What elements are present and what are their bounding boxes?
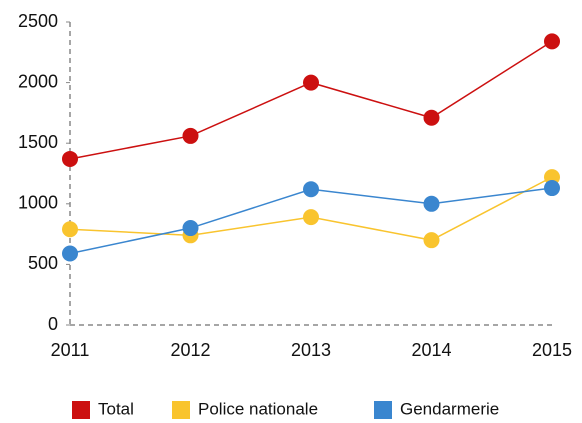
point [544, 33, 560, 50]
y-tick-label: 0 [48, 314, 58, 334]
point [182, 127, 199, 144]
point [544, 180, 560, 197]
y-tick-label: 1000 [18, 193, 58, 213]
point [303, 181, 319, 198]
point [303, 74, 319, 91]
y-tick-label: 2000 [18, 71, 58, 91]
y-tick-label: 500 [28, 253, 58, 273]
x-tick-label: 2012 [170, 340, 210, 360]
legend: Total Police nationale Gendarmerie [72, 399, 499, 419]
y-tick-label: 1500 [18, 132, 58, 152]
legend-swatch [374, 401, 392, 419]
point [62, 245, 78, 262]
y-tick-label: 2500 [18, 11, 58, 31]
x-tick-label: 2015 [532, 340, 572, 360]
series-line [69, 40, 553, 160]
legend-label: Police nationale [198, 399, 318, 418]
legend-label: Gendarmerie [400, 399, 499, 418]
point [423, 195, 440, 212]
point [182, 220, 199, 237]
point [423, 232, 440, 249]
point [303, 209, 319, 226]
legend-label: Total [98, 399, 134, 418]
point [62, 221, 78, 238]
legend-swatch [172, 401, 190, 419]
point [423, 109, 440, 126]
x-tick-label: 2014 [411, 340, 451, 360]
x-tick-label: 2013 [291, 340, 331, 360]
point [62, 150, 78, 167]
x-tick-label: 2011 [51, 340, 90, 360]
legend-swatch [72, 401, 90, 419]
